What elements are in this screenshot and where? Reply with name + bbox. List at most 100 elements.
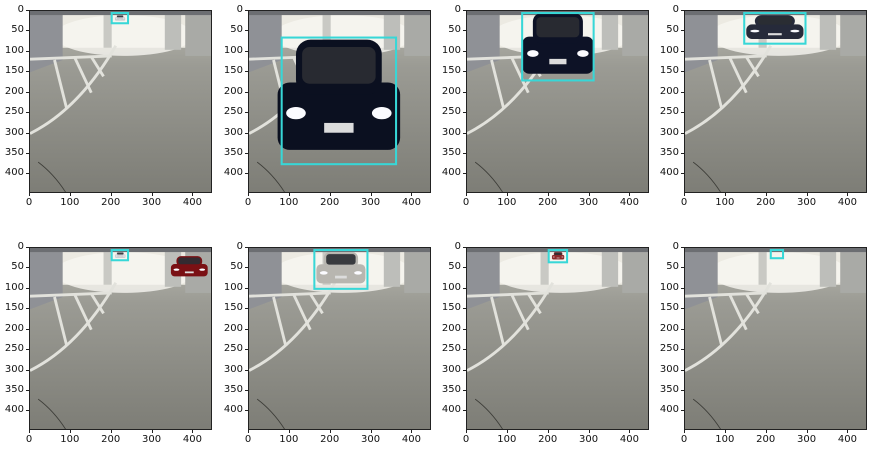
scene-image (685, 11, 866, 192)
license-plate (556, 257, 560, 259)
headlight (561, 256, 564, 258)
parking-line (30, 45, 118, 135)
y-tick-mark (681, 173, 684, 175)
x-tick-label: 300 (796, 197, 817, 208)
pillar (383, 11, 401, 50)
floor-crack (37, 398, 66, 429)
y-tick-label: 300 (4, 126, 24, 138)
y-tick-mark (245, 349, 248, 351)
y-tick-mark (26, 389, 29, 391)
y-tick-mark (26, 410, 29, 412)
camera-frame (684, 247, 867, 430)
y-tick-mark (681, 152, 684, 154)
y-tick-label: 250 (4, 343, 24, 355)
y-tick-label: 100 (659, 44, 679, 56)
car (316, 252, 366, 284)
y-tick-mark (245, 369, 248, 371)
y-tick-label: 350 (4, 146, 24, 158)
pillar (819, 248, 837, 287)
x-tick-mark (765, 430, 767, 433)
parking-line (309, 292, 324, 315)
scene-image (30, 248, 211, 429)
x-tick-mark (411, 193, 413, 196)
bounding-box (110, 249, 130, 262)
x-tick-mark (806, 430, 808, 433)
pillar (819, 11, 837, 50)
y-tick-mark (245, 328, 248, 330)
y-tick-label: 150 (441, 302, 461, 314)
image-panel-1 (29, 10, 212, 193)
y-tick-mark (463, 287, 466, 289)
parking-line (745, 292, 760, 315)
parking-line (249, 291, 331, 298)
x-tick-mark (506, 193, 508, 196)
y-tick-mark (26, 308, 29, 310)
x-tick-label: 0 (25, 434, 33, 445)
x-tick-label: 400 (837, 434, 857, 445)
headlight (527, 50, 539, 57)
y-tick-mark (463, 10, 466, 11)
x-tick-mark (506, 430, 508, 433)
x-tick-label: 0 (462, 197, 470, 208)
y-tick-label: 300 (659, 363, 679, 375)
y-tick-mark (463, 71, 466, 73)
x-tick-mark (69, 193, 71, 196)
camera-frame (248, 10, 431, 193)
y-tick-label: 150 (4, 302, 24, 314)
y-tick-label: 400 (4, 404, 24, 416)
y-tick-label: 100 (659, 281, 679, 293)
right-wall (622, 248, 648, 293)
camera-frame (466, 10, 649, 193)
license-plate (768, 33, 782, 36)
right-wall (840, 248, 866, 293)
headlight (790, 29, 800, 33)
parking-line (510, 57, 530, 94)
y-tick-label: 300 (441, 126, 461, 138)
x-tick-mark (466, 430, 467, 433)
y-tick-mark (245, 10, 248, 11)
y-tick-label: 0 (236, 241, 243, 252)
x-tick-mark (629, 193, 631, 196)
y-tick-mark (26, 152, 29, 154)
y-tick-mark (245, 410, 248, 412)
y-tick-mark (26, 50, 29, 52)
parking-line (30, 291, 112, 298)
y-tick-label: 250 (441, 106, 461, 118)
x-tick-label: 100 (497, 434, 517, 445)
x-tick-label: 300 (141, 197, 162, 208)
parking-line (490, 59, 506, 110)
bounding-box (313, 249, 369, 290)
x-tick-mark (547, 193, 549, 196)
floor-crack (474, 398, 503, 429)
pillar (383, 248, 401, 287)
y-tick-label: 400 (659, 404, 679, 416)
y-tick-label: 50 (230, 261, 243, 273)
y-tick-mark (26, 173, 29, 175)
x-tick-mark (806, 193, 808, 196)
x-tick-label: 100 (60, 434, 80, 445)
y-tick-mark (463, 173, 466, 175)
y-tick-label: 100 (4, 44, 24, 56)
y-tick-label: 0 (236, 4, 243, 15)
parking-line (510, 294, 530, 331)
y-tick-mark (463, 308, 466, 310)
car (170, 256, 208, 277)
y-tick-mark (681, 287, 684, 289)
x-tick-label: 400 (619, 434, 639, 445)
x-tick-label: 200 (538, 197, 558, 208)
y-tick-label: 250 (659, 106, 679, 118)
y-tick-mark (681, 30, 684, 32)
x-tick-mark (288, 430, 290, 433)
y-tick-mark (463, 152, 466, 154)
parking-line (73, 57, 93, 94)
parking-line (30, 54, 112, 61)
y-tick-mark (245, 132, 248, 134)
y-tick-label: 400 (223, 167, 243, 179)
x-tick-label: 200 (320, 197, 340, 208)
x-tick-mark (151, 193, 153, 196)
image-panel-2 (248, 10, 431, 193)
y-tick-mark (245, 152, 248, 154)
y-tick-label: 200 (223, 322, 243, 334)
pillar (103, 11, 112, 48)
image-panel-3 (466, 10, 649, 193)
